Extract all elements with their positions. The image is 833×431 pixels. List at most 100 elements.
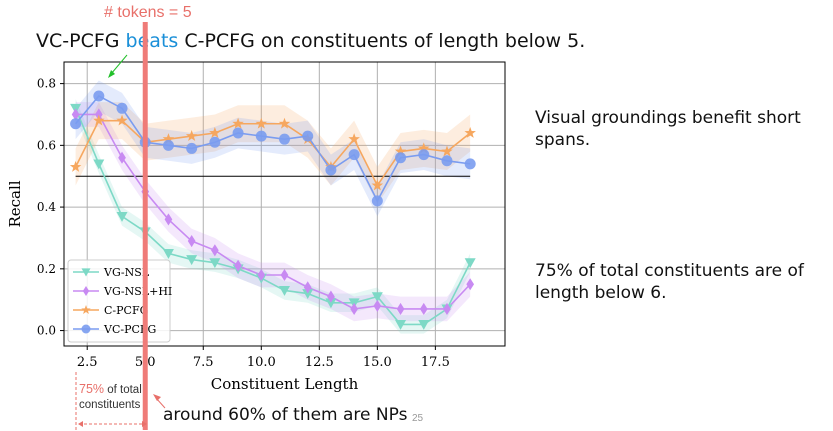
data-point <box>255 130 267 142</box>
data-point <box>348 149 360 161</box>
y-tick-label: 0.0 <box>37 324 56 338</box>
data-point <box>302 130 314 142</box>
data-point <box>234 259 242 272</box>
side-note-constituents: 75% of total constituents are of length … <box>535 261 804 303</box>
data-point <box>93 90 105 102</box>
data-point <box>186 255 198 266</box>
headline-highlight: beats <box>125 30 179 52</box>
data-point <box>395 152 407 164</box>
red-arrow-head <box>153 394 161 401</box>
data-point <box>279 286 290 296</box>
y-tick-label: 0.6 <box>37 138 56 152</box>
data-point <box>443 302 451 316</box>
data-point <box>164 213 173 226</box>
data-point <box>464 126 476 138</box>
legend-label: VC-PCFG <box>103 323 156 336</box>
legend-label: VG-NSL+HI <box>103 285 172 298</box>
data-point <box>441 145 453 157</box>
coverage-arrow-left <box>78 421 83 427</box>
data-point <box>116 211 128 222</box>
data-point <box>325 298 337 309</box>
x-tick-label: 7.5 <box>193 355 214 370</box>
x-tick-label: 12.5 <box>305 355 334 370</box>
data-point <box>348 133 360 145</box>
x-tick-label: 17.5 <box>421 355 450 370</box>
headline-part-a: VC-PCFG <box>36 30 126 52</box>
data-point <box>209 258 221 269</box>
series-line <box>75 113 471 310</box>
data-point <box>464 258 476 269</box>
data-point <box>185 130 198 141</box>
data-point <box>81 305 91 315</box>
data-point <box>162 133 175 145</box>
data-point <box>280 268 289 282</box>
x-tick-label: 10.0 <box>247 355 276 370</box>
green-arrow-line <box>110 54 128 75</box>
data-point <box>81 324 91 334</box>
data-point <box>418 319 430 330</box>
series-bands <box>75 80 471 334</box>
data-point <box>116 102 128 114</box>
data-point <box>419 302 428 316</box>
data-point <box>371 292 383 303</box>
x-tick-label: 15.0 <box>363 355 392 370</box>
y-tick-label: 0.4 <box>37 200 56 214</box>
coverage-note: 75% of total constituents <box>79 382 154 413</box>
coverage-rest: of total constituents <box>79 384 142 411</box>
y-axis-label: Recall <box>6 180 24 227</box>
x-axis-label: Constituent Length <box>211 375 359 393</box>
confidence-band <box>75 80 471 217</box>
data-point <box>257 268 266 282</box>
confidence-band <box>75 102 471 204</box>
data-point <box>209 126 221 138</box>
data-point <box>70 118 82 130</box>
annotation-arrows <box>75 54 166 431</box>
legend-label: C-PCFG <box>104 304 148 317</box>
plot-frame <box>63 61 506 347</box>
data-point <box>394 145 407 157</box>
data-point <box>418 149 430 161</box>
token-marker-bar <box>142 22 148 430</box>
data-point <box>373 299 382 312</box>
confidence-band <box>75 99 471 334</box>
tokens-annotation: # tokens = 5 <box>104 4 192 21</box>
data-point <box>466 278 475 291</box>
legend-label: VG-NSL <box>103 266 150 279</box>
y-tick-label: 0.2 <box>37 262 56 276</box>
data-point <box>371 195 383 207</box>
data-point <box>69 160 82 172</box>
data-point <box>209 136 221 148</box>
y-axis-ticks: 0.0 0.2 0.4 0.6 0.8 <box>37 77 64 338</box>
data-point <box>187 234 196 248</box>
data-point <box>71 108 80 121</box>
data-point <box>118 151 126 164</box>
data-point <box>302 289 314 300</box>
data-point <box>278 117 291 129</box>
data-point <box>116 114 128 126</box>
coverage-percent: 75% <box>79 382 105 396</box>
data-point <box>464 158 476 170</box>
data-point <box>395 319 407 330</box>
data-point <box>396 302 405 316</box>
data-point <box>211 244 219 257</box>
data-point <box>94 108 103 121</box>
np-note: around 60% of them are NPs <box>163 405 408 425</box>
data-point <box>162 139 174 151</box>
x-tick-label: 2.5 <box>77 355 98 370</box>
chart-legend: VG-NSL VG-NSL+HI C-PCFG VC-PCFG <box>67 259 172 343</box>
data-point <box>162 248 174 259</box>
data-point <box>232 127 244 139</box>
data-point <box>232 117 244 129</box>
data-point <box>441 155 453 167</box>
page-number: 25 <box>412 413 424 424</box>
x-axis-ticks: 2.55.07.510.012.515.017.5 <box>77 346 450 370</box>
data-point <box>325 164 337 176</box>
data-point <box>327 290 335 303</box>
y-tick-label: 0.8 <box>37 77 56 91</box>
side-note-short-spans: Visual groundings benefit short spans. <box>535 108 801 150</box>
data-point <box>303 281 312 294</box>
data-point <box>93 114 105 126</box>
data-point <box>82 286 90 296</box>
headline-part-c: C-PCFG on constituents of length below 5… <box>178 30 586 52</box>
